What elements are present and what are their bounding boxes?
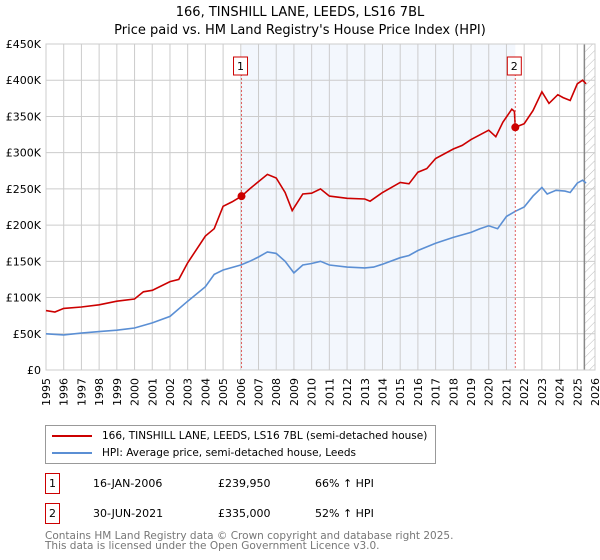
sale-label: 2 — [511, 60, 518, 73]
x-tick-label: 2010 — [306, 378, 319, 406]
x-tick-label: 2017 — [430, 378, 443, 406]
legend-item-property: 166, TINSHILL LANE, LEEDS, LS16 7BL (sem… — [52, 428, 427, 444]
legend-swatch-red — [52, 435, 92, 437]
transaction-number: 1 — [45, 472, 60, 494]
y-tick-label: £100K — [6, 292, 42, 305]
x-tick-label: 2011 — [323, 378, 336, 406]
y-tick-label: £200K — [6, 219, 42, 232]
sale-label-box — [233, 56, 249, 76]
x-tick-label: 2021 — [500, 378, 513, 406]
x-tick-label: 2000 — [129, 378, 142, 406]
x-tick-label: 2006 — [235, 378, 248, 406]
x-tick-label: 2018 — [447, 378, 460, 406]
footer: Contains HM Land Registry data © Crown c… — [45, 530, 454, 552]
x-tick-label: 2001 — [146, 378, 159, 406]
x-tick-label: 2015 — [394, 378, 407, 406]
transaction-number: 2 — [45, 502, 60, 524]
x-tick-label: 2020 — [483, 378, 496, 406]
x-tick-label: 1998 — [93, 378, 106, 406]
transaction-date: 30-JUN-2021 — [93, 506, 164, 520]
x-tick-label: 2004 — [199, 378, 212, 406]
legend-label: HPI: Average price, semi-detached house,… — [102, 447, 356, 459]
ownership-shaded-region — [241, 44, 516, 370]
x-tick-label: 2013 — [359, 378, 372, 406]
y-tick-label: £50K — [13, 328, 42, 341]
footer-licence: This data is licensed under the Open Gov… — [45, 540, 380, 552]
x-tick-label: 2014 — [376, 378, 389, 406]
x-tick-label: 2012 — [341, 378, 354, 406]
series-line — [45, 179, 587, 336]
y-tick-label: £400K — [6, 74, 42, 87]
x-tick-label: 1999 — [111, 378, 124, 406]
transaction-price: £335,000 — [218, 506, 271, 520]
sale-label: 1 — [237, 60, 244, 73]
transaction-hpi: 52% ↑ HPI — [315, 506, 374, 520]
series-line — [45, 79, 587, 313]
y-tick-label: £150K — [6, 255, 42, 268]
x-tick-label: 2003 — [182, 378, 195, 406]
y-tick-label: £0 — [27, 364, 41, 377]
plot-border — [45, 43, 596, 371]
x-tick-label: 1997 — [75, 378, 88, 406]
x-tick-label: 2002 — [164, 378, 177, 406]
legend-item-hpi: HPI: Average price, semi-detached house,… — [52, 445, 356, 461]
x-tick-label: 2005 — [217, 378, 230, 406]
y-tick-label: £450K — [6, 38, 42, 51]
legend-label: 166, TINSHILL LANE, LEEDS, LS16 7BL (sem… — [102, 430, 428, 442]
x-tick-label: 2026 — [589, 378, 600, 406]
legend: 166, TINSHILL LANE, LEEDS, LS16 7BL (sem… — [45, 425, 436, 464]
y-tick-label: £250K — [6, 183, 42, 196]
x-tick-label: 2009 — [288, 378, 301, 406]
x-tick-label: 2022 — [518, 378, 531, 406]
y-tick-label: £300K — [6, 147, 42, 160]
x-tick-label: 2019 — [465, 378, 478, 406]
legend-swatch-blue — [52, 452, 92, 454]
sale-label-box — [506, 56, 522, 76]
x-tick-label: 2008 — [270, 378, 283, 406]
transaction-row: 1 16-JAN-2006 £239,950 66% ↑ HPI — [45, 472, 374, 494]
transaction-price: £239,950 — [218, 476, 271, 490]
transaction-row: 2 30-JUN-2021 £335,000 52% ↑ HPI — [45, 502, 374, 524]
sale-point — [511, 123, 520, 132]
x-tick-label: 2024 — [554, 378, 567, 406]
x-tick-label: 2007 — [253, 378, 266, 406]
x-tick-label: 2025 — [571, 378, 584, 406]
x-tick-label: 1996 — [58, 378, 71, 406]
transaction-hpi: 66% ↑ HPI — [315, 476, 374, 490]
chart-title: 166, TINSHILL LANE, LEEDS, LS16 7BL — [175, 5, 425, 20]
footer-copyright: Contains HM Land Registry data © Crown c… — [45, 530, 454, 542]
plot-area: 1 2 1995 1996 1997 1998 1999 2000 2001 2002 2003 20… — [6, 38, 600, 406]
x-tick-label: 2016 — [412, 378, 425, 406]
forecast-hatch-region — [584, 44, 595, 370]
x-tick-label: 1995 — [40, 378, 53, 406]
transaction-date: 16-JAN-2006 — [93, 476, 163, 490]
chart-subtitle: Price paid vs. HM Land Registry's House … — [114, 23, 486, 38]
x-tick-label: 2023 — [536, 378, 549, 406]
sale-point — [237, 192, 246, 201]
y-tick-label: £350K — [6, 110, 42, 123]
